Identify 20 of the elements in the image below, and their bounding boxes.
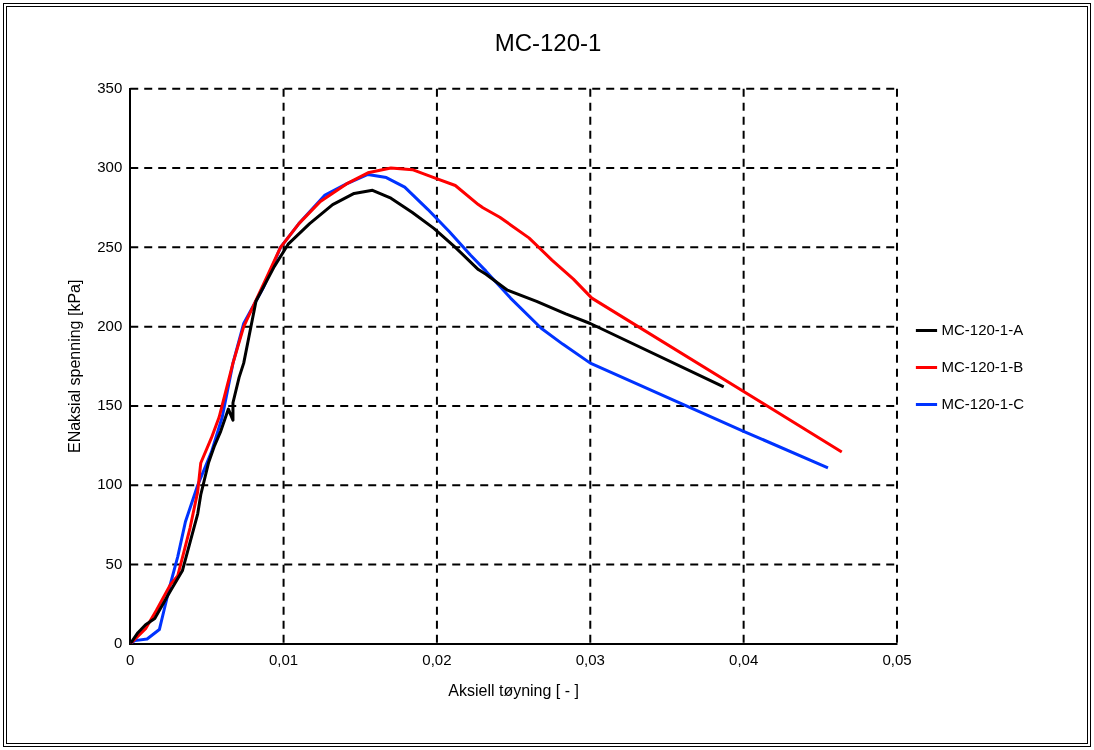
x-tick-label: 0,02 xyxy=(422,650,452,668)
y-tick-label: 200 xyxy=(97,316,123,334)
y-axis-title: ENaksial spenning [kPa] xyxy=(66,279,84,454)
legend-label: MC-120-1-A xyxy=(941,320,1024,338)
y-tick-label: 100 xyxy=(97,475,123,493)
x-tick-label: 0,01 xyxy=(268,650,299,668)
y-tick-label: 150 xyxy=(97,396,123,414)
y-tick-label: 50 xyxy=(105,554,123,572)
y-tick-label: 250 xyxy=(97,237,123,255)
x-tick-label: 0,03 xyxy=(575,650,605,668)
y-tick-label: 0 xyxy=(113,633,123,651)
x-axis-title: Aksiell tøyning [ - ] xyxy=(448,681,579,699)
y-tick-label: 350 xyxy=(97,78,123,96)
x-tick-label: 0 xyxy=(126,650,135,668)
legend-label: MC-120-1-B xyxy=(941,357,1024,375)
y-tick-label: 300 xyxy=(97,158,123,176)
legend-label: MC-120-1-C xyxy=(941,394,1025,412)
x-tick-label: 0,04 xyxy=(729,650,759,668)
chart-title: MC-120-1 xyxy=(494,29,602,57)
x-tick-label: 0,05 xyxy=(882,650,912,668)
